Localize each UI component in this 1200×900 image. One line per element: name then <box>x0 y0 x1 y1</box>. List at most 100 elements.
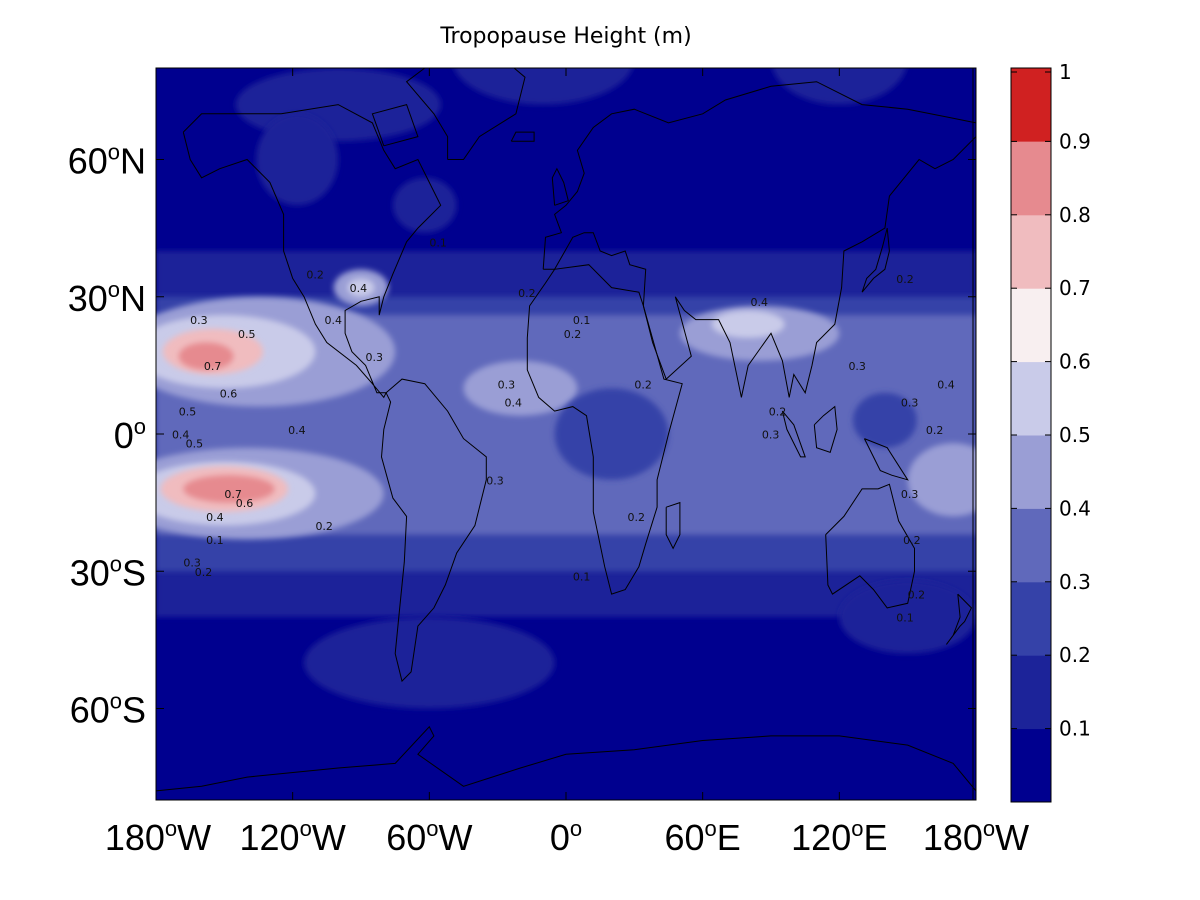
africa-0.2 <box>554 388 669 480</box>
contour-label: 0.3 <box>901 397 919 410</box>
contour-label: 0.2 <box>306 268 324 281</box>
colorbar-segment <box>1011 655 1051 730</box>
x-tick-label: 60oE <box>665 816 741 858</box>
arctic-east-0.1 <box>772 68 907 105</box>
contour-label: 0.3 <box>901 488 919 501</box>
colorbar-segment <box>1011 361 1051 436</box>
x-tick-label: 120oE <box>791 816 887 858</box>
coastline-africa <box>526 264 683 595</box>
contour-label: 0.3 <box>486 474 504 487</box>
north-pacific-0.7 <box>178 342 234 370</box>
colorbar-label: 0.5 <box>1059 423 1091 447</box>
gulf-0.5 <box>347 278 375 297</box>
tasman-0.1 <box>839 580 976 654</box>
contour-label: 0.1 <box>896 612 914 625</box>
contour-label: 0.4 <box>206 511 224 524</box>
y-tick-label: 0o <box>114 414 146 456</box>
colorbar-label: 0.6 <box>1059 350 1091 374</box>
asia-0.5 <box>711 310 785 338</box>
contour-label: 0.3 <box>498 378 515 391</box>
chart-title: Tropopause Height (m) <box>440 24 692 49</box>
contour-label: 0.2 <box>518 287 536 300</box>
y-tick-label: 30oS <box>70 551 146 593</box>
contour-label: 0.4 <box>937 378 955 391</box>
y-tick-label: 60oN <box>68 140 146 182</box>
contour-label: 0.2 <box>903 534 921 547</box>
contour-label: 0.3 <box>366 351 384 364</box>
coastline-australia <box>825 483 915 609</box>
contour-label: 0.1 <box>573 314 591 327</box>
coastline-sumatra <box>781 410 806 458</box>
alaska-0.1 <box>256 113 339 206</box>
contour-label: 0.5 <box>179 406 197 419</box>
x-tick-label: 180oW <box>923 816 1029 858</box>
colorbar: 0.1 0.2 0.3 0.4 0.5 0.6 0.7 0.8 0.9 1 <box>1010 60 1091 803</box>
greenland-sea-0.1 <box>453 68 633 105</box>
coastline-north-america <box>182 104 442 399</box>
contour-label: 0.2 <box>628 511 646 524</box>
colorbar-label: 0.1 <box>1059 717 1091 741</box>
y-tick-label: 30oN <box>68 277 146 319</box>
contour-label: 0.6 <box>236 497 254 510</box>
colorbar-segment <box>1011 288 1051 363</box>
contour-label: 0.4 <box>288 424 306 437</box>
pacific-west-0.4 <box>907 443 976 517</box>
coastline-uk <box>551 167 569 206</box>
coastline-borneo <box>813 405 838 453</box>
colorbar-segment <box>1011 728 1051 803</box>
coastline-new-zealand <box>945 593 973 645</box>
contour-label: 0.4 <box>172 429 190 442</box>
colorbar-segment <box>1011 508 1051 583</box>
contour-label: 0.2 <box>769 406 787 419</box>
colorbar-label: 0.4 <box>1059 496 1091 520</box>
contour-label: 0.2 <box>908 589 926 602</box>
colorbar-segment <box>1011 581 1051 656</box>
contour-label: 0.7 <box>224 488 242 501</box>
colorbar-label: 1 <box>1059 60 1072 84</box>
colorbar-segment <box>1011 435 1051 509</box>
x-tick-label: 120oW <box>240 816 346 858</box>
contour-label: 0.1 <box>573 570 591 583</box>
coastline-new-guinea <box>863 438 909 481</box>
contour-label: 0.2 <box>634 378 652 391</box>
colorbar-segment <box>1011 68 1051 142</box>
coastline-madagascar <box>665 501 681 550</box>
contour-label: 0.2 <box>315 520 333 533</box>
coastline-iceland <box>510 131 535 142</box>
contour-label: 0.2 <box>195 566 213 579</box>
y-tick-label: 60oS <box>70 689 146 731</box>
colorbar-label: 0.8 <box>1059 203 1091 227</box>
contour-label: 0.3 <box>848 360 866 373</box>
contour-label: 0.5 <box>238 328 256 341</box>
coastline-japan <box>861 227 890 293</box>
coastline-south-america <box>380 378 487 683</box>
contour-label: 0.3 <box>190 314 208 327</box>
x-axis-tick-labels: 180oW 120oW 60oW 0o 60oE 120oE 180oW <box>105 816 1029 858</box>
contour-label: 0.5 <box>186 438 204 451</box>
x-tick-label: 0o <box>550 816 582 858</box>
colorbar-label: 0.3 <box>1059 570 1091 594</box>
contour-label: 0.4 <box>350 282 368 295</box>
x-tick-label: 60oW <box>386 816 472 858</box>
contour-label: 0.4 <box>325 314 343 327</box>
south-atlantic-0.1 <box>304 617 555 709</box>
contour-label: 0.1 <box>206 534 224 547</box>
atlantic-nw-0.1 <box>392 177 457 233</box>
y-axis-tick-labels: 60oN 30oN 0o 30oS 60oS <box>68 140 146 731</box>
warm-pool-0.2 <box>853 392 917 448</box>
south-pacific-0.7 <box>183 475 275 503</box>
colorbar-label: 0.7 <box>1059 276 1091 300</box>
coastlines <box>156 68 976 792</box>
x-tick-label: 180oW <box>105 816 211 858</box>
contour-label: 0.1 <box>429 236 447 249</box>
axis-ticks <box>155 68 977 800</box>
contour-labels: 0.30.50.70.60.50.40.50.70.60.40.10.30.20… <box>172 236 955 624</box>
colorbar-segment <box>1011 141 1051 216</box>
coastline-antarctica <box>156 725 976 792</box>
contour-label: 0.7 <box>204 360 222 373</box>
contour-label: 0.2 <box>926 424 944 437</box>
colorbar-segment <box>1011 214 1051 289</box>
contour-label: 0.6 <box>220 387 238 400</box>
colorbar-label: 0.2 <box>1059 643 1091 667</box>
contour-label: 0.2 <box>564 328 582 341</box>
